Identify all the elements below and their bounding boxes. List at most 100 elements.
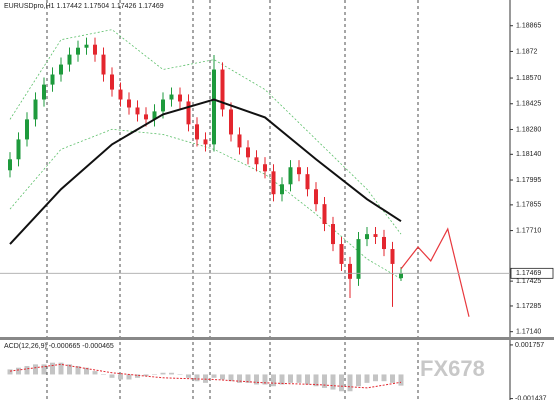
- indicator-bar: [177, 374, 183, 375]
- candle-body: [229, 109, 233, 135]
- indicator-label: ACD(12,26,9) -0.000665 -0.000465: [4, 343, 114, 350]
- candle-body: [42, 84, 46, 100]
- indicator-bar: [24, 366, 30, 375]
- indicator-bar: [398, 374, 404, 386]
- candle-body: [25, 119, 29, 140]
- indicator-bar: [41, 364, 47, 375]
- indicator-tick-label: 0.001757: [515, 342, 544, 349]
- candle-body: [127, 99, 131, 108]
- candle-body: [271, 171, 276, 195]
- indicator-bar: [109, 374, 115, 378]
- y-tick-label: 1.17140: [516, 329, 541, 336]
- indicator-bar: [118, 374, 123, 380]
- y-tick-label: 1.18280: [516, 126, 541, 133]
- candle-body: [246, 147, 250, 158]
- forecast-line: [400, 227, 470, 317]
- session-lines: [46, 0, 419, 400]
- indicator-bar: [152, 374, 157, 375]
- candle-body: [152, 111, 157, 120]
- candle-body: [399, 273, 403, 279]
- candle-body: [305, 174, 310, 190]
- current-price-label: 1.17469: [516, 270, 541, 277]
- candle-body: [16, 139, 21, 160]
- y-tick-label: 1.17995: [516, 177, 541, 184]
- indicator-bar: [126, 374, 132, 380]
- y-tick-label: 1.18425: [516, 101, 541, 108]
- candle-body: [161, 99, 165, 112]
- candle-body: [373, 234, 378, 237]
- y-tick-label: 1.1872: [516, 48, 538, 55]
- chart-title: EURUSDpro,H1 1.17442 1.17504 1.17426 1.1…: [4, 3, 164, 10]
- y-tick-label: 1.18865: [516, 23, 541, 30]
- indicator-bar: [322, 374, 327, 388]
- candle-body: [365, 234, 369, 240]
- y-tick-label: 1.18140: [516, 151, 541, 158]
- candle-body: [297, 167, 301, 175]
- upper-band: [9, 29, 402, 235]
- indicator-bar: [271, 374, 276, 387]
- indicator-bar: [7, 369, 13, 375]
- candle-body: [8, 159, 12, 171]
- indicator-bar: [84, 367, 89, 375]
- candle-body: [178, 94, 182, 102]
- candle-body: [93, 44, 97, 55]
- candle-body: [390, 249, 395, 264]
- indicator-bar: [245, 374, 251, 383]
- candle-body: [237, 134, 242, 148]
- candle-body: [118, 89, 123, 100]
- candle-body: [331, 224, 335, 245]
- candle-body: [280, 184, 284, 195]
- indicator-bar: [288, 374, 293, 383]
- indicator-bar: [279, 374, 285, 385]
- candle-body: [220, 69, 225, 110]
- candle-body: [76, 47, 80, 55]
- indicator-bar: [339, 374, 344, 392]
- y-tick-label: 1.17285: [516, 303, 541, 310]
- candle-body: [84, 44, 89, 48]
- indicator-bar: [33, 364, 38, 375]
- candle-body: [67, 54, 72, 65]
- indicator-bar: [169, 372, 174, 375]
- candle-body: [263, 164, 267, 172]
- candle-body: [339, 244, 344, 264]
- indicator-bar: [313, 374, 319, 387]
- moving-average: [9, 98, 402, 245]
- indicator-bar: [356, 374, 361, 387]
- candle-body: [135, 107, 140, 115]
- indicator-bar: [211, 374, 217, 378]
- indicator-bar: [67, 364, 72, 375]
- indicator-bar: [390, 374, 395, 383]
- indicator-bar: [160, 372, 166, 375]
- indicator-bar: [254, 374, 259, 385]
- candle-body: [356, 239, 361, 279]
- candle-body: [101, 54, 106, 75]
- indicator-bar: [228, 374, 234, 382]
- indicator-bar: [296, 374, 302, 383]
- indicator-bar: [364, 374, 370, 383]
- candle-body: [110, 74, 114, 90]
- indicator-bar: [203, 374, 208, 383]
- candle-body: [348, 263, 352, 279]
- indicator-bar: [373, 374, 378, 382]
- y-tick-label: 1.18570: [516, 75, 541, 82]
- indicator-bar: [135, 374, 140, 378]
- candle-body: [50, 74, 55, 85]
- panel-separator: [0, 337, 554, 340]
- candle-body: [203, 139, 208, 145]
- indicator-bar: [220, 374, 225, 380]
- watermark: FX678: [420, 356, 485, 381]
- candle-body: [322, 204, 327, 225]
- candle-body: [382, 236, 386, 250]
- indicator-bar: [305, 374, 310, 385]
- indicator-bar: [330, 374, 336, 390]
- candle-body: [314, 189, 318, 205]
- candle-body: [169, 94, 174, 100]
- current-price-box: [510, 267, 554, 279]
- y-tick-label: 1.17425: [516, 278, 541, 285]
- indicator-bar: [75, 366, 81, 375]
- candle-body: [33, 99, 38, 120]
- indicator-bar: [194, 374, 200, 382]
- candle-body: [186, 101, 191, 125]
